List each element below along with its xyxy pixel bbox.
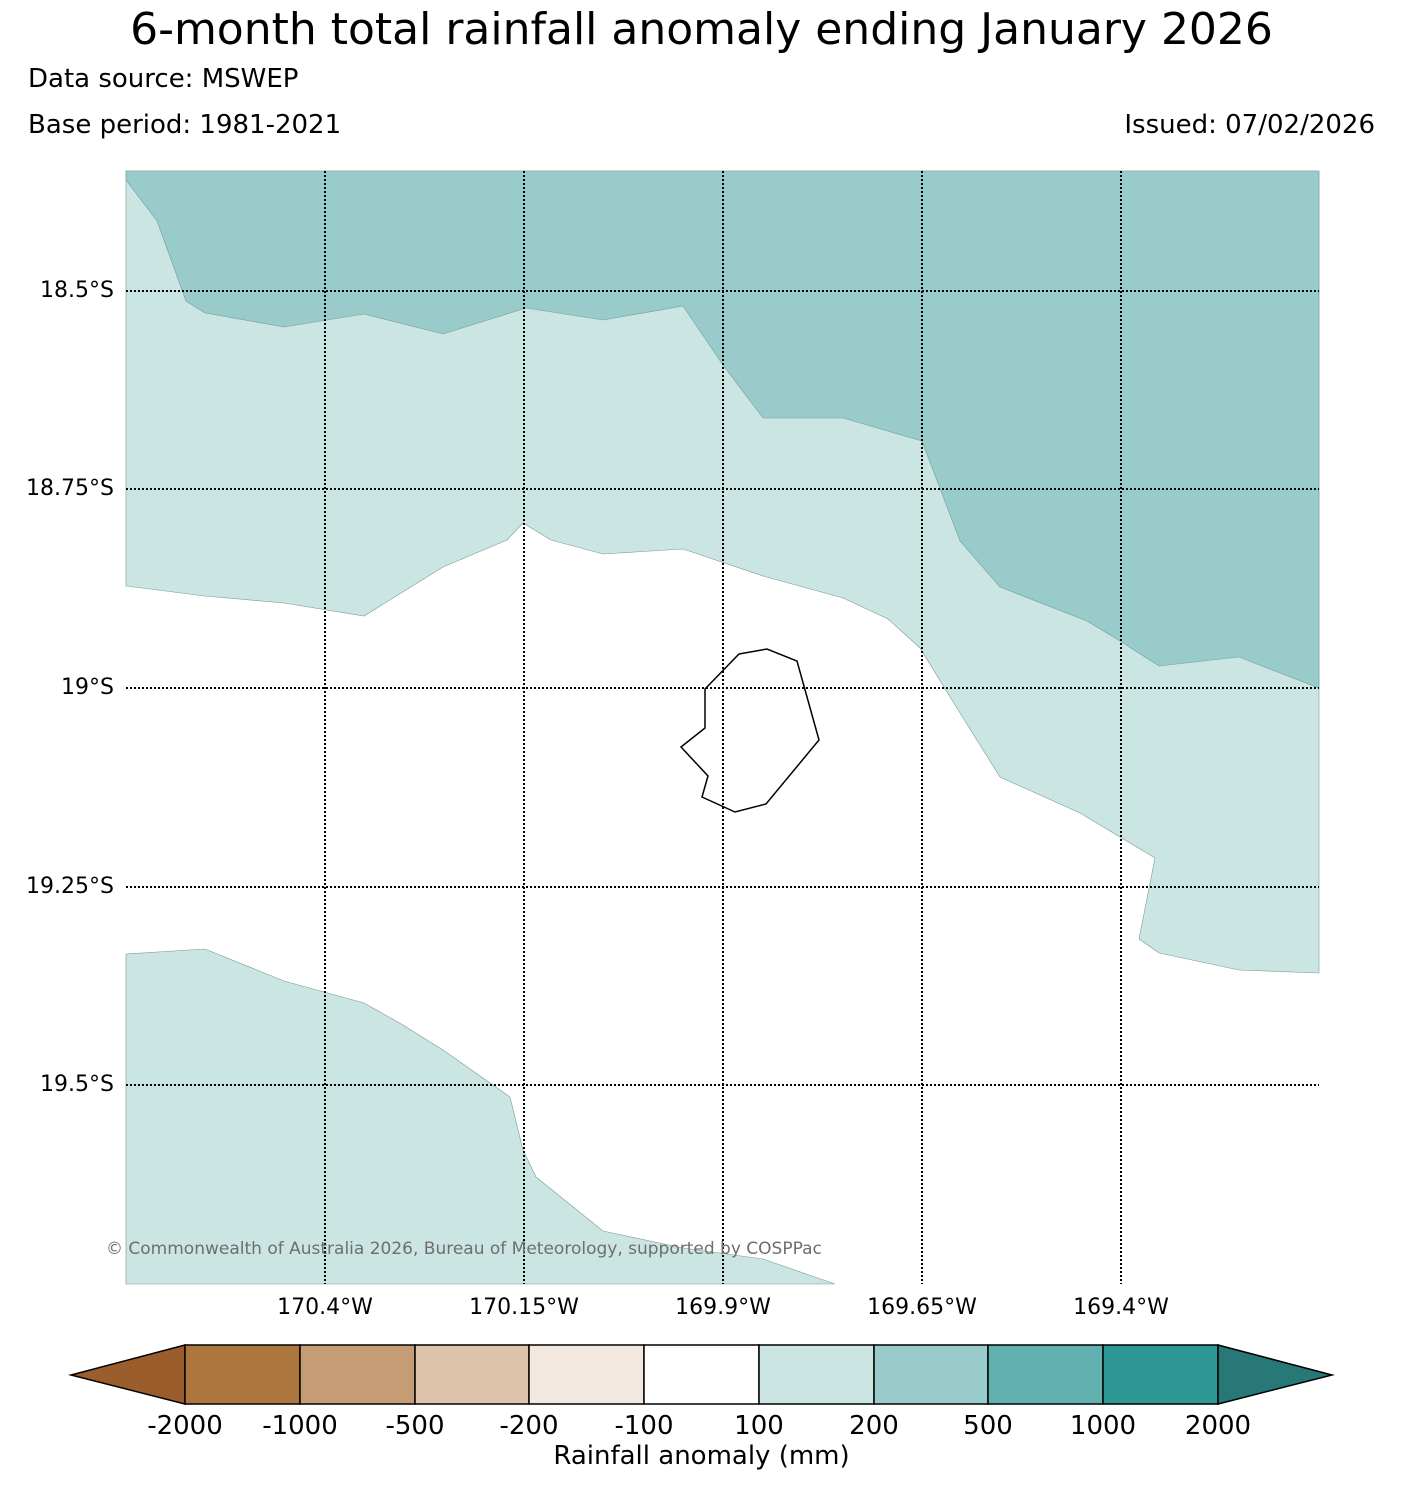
colorbar-tick-label: -2000 (147, 1411, 223, 1441)
colorbar-bin (299, 1344, 416, 1405)
colorbar-bin (758, 1344, 875, 1405)
colorbar-tick-label: 500 (963, 1411, 1013, 1441)
colorbar-bin (184, 1344, 301, 1405)
colorbar-extend-high (1217, 1344, 1335, 1405)
colorbar-tick-label: -100 (614, 1411, 674, 1441)
copyright-notice: © Commonwealth of Australia 2026, Bureau… (106, 1239, 822, 1259)
colorbar-tick-label: 1000 (1069, 1411, 1137, 1441)
longitude-label: 169.4°W (1073, 1295, 1169, 1320)
colorbar-tick-label: -1000 (262, 1411, 338, 1441)
latitude-label: 19.25°S (26, 874, 114, 899)
colorbar-bin (1102, 1344, 1219, 1405)
anomaly-region-100-200-southwest (125, 948, 836, 1285)
colorbar-tick-label: -200 (499, 1411, 559, 1441)
colorbar-tick-label: 200 (849, 1411, 899, 1441)
longitude-gridlines (324, 171, 1122, 1284)
longitude-label: 170.15°W (469, 1295, 579, 1320)
data-source-label: Data source: MSWEP (28, 64, 299, 94)
longitude-label: 169.65°W (867, 1295, 977, 1320)
longitude-label: 169.9°W (675, 1295, 771, 1320)
base-period-label: Base period: 1981-2021 (28, 110, 342, 140)
colorbar-bin (528, 1344, 645, 1405)
colorbar-bin (414, 1344, 530, 1405)
latitude-label: 18.75°S (26, 476, 114, 501)
longitude-label: 170.4°W (277, 1295, 373, 1320)
colorbar-title: Rainfall anomaly (mm) (553, 1441, 850, 1471)
issued-date-label: Issued: 07/02/2026 (1124, 110, 1375, 140)
colorbar-tick-label: -500 (385, 1411, 445, 1441)
colorbar (68, 1344, 1335, 1405)
anomaly-region-200-500-north (125, 170, 1320, 689)
latitude-label: 19°S (61, 675, 114, 700)
colorbar-extend-low (68, 1344, 186, 1405)
colorbar-bin (643, 1344, 760, 1405)
niue-island-outline (679, 648, 820, 813)
colorbar-tick-label: 100 (734, 1411, 784, 1441)
map-title: 6-month total rainfall anomaly ending Ja… (130, 4, 1273, 55)
colorbar-bin (873, 1344, 989, 1405)
latitude-label: 19.5°S (40, 1072, 114, 1097)
colorbar-bin (987, 1344, 1104, 1405)
colorbar-tick-label: 2000 (1184, 1411, 1252, 1441)
latitude-label: 18.5°S (40, 278, 114, 303)
